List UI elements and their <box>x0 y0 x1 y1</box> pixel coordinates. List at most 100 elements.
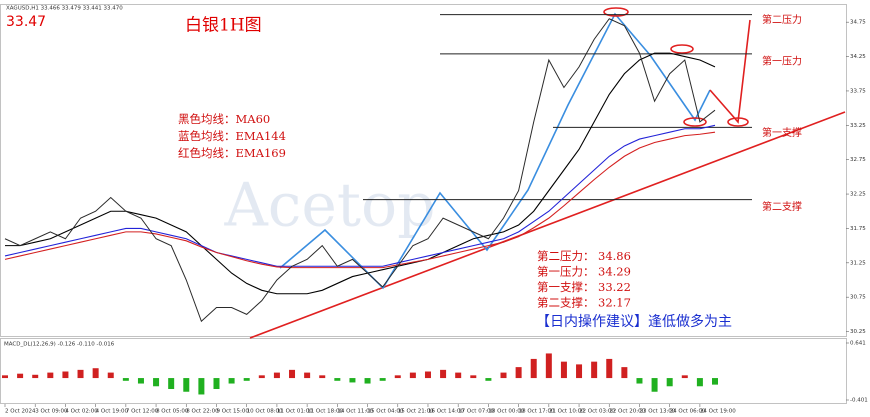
x-tick-label: 10 Oct 08:00 <box>247 409 283 415</box>
level-name: 第一支撑： <box>537 280 595 294</box>
macd-bar <box>228 378 235 384</box>
macd-bar <box>107 372 114 379</box>
macd-bar <box>591 361 598 379</box>
macd-bar <box>560 361 567 379</box>
chart-title: 白银1H图 <box>185 16 262 36</box>
y-tick-label: 31.25 <box>850 260 866 266</box>
x-tick-label: 11 Oct 01:00 <box>277 409 313 415</box>
macd-bar <box>545 353 552 379</box>
macd-bar <box>666 378 673 387</box>
level-name: 第二压力： <box>537 249 595 263</box>
wave-arrows <box>279 12 711 290</box>
macd-bar <box>394 375 401 379</box>
macd-bar <box>576 364 583 379</box>
price-label: 33.47 <box>6 14 46 30</box>
macd-bar <box>349 378 356 383</box>
advice: 【日内操作建议】逢低做多为主 <box>536 313 732 330</box>
level-value: 34.29 <box>598 265 631 279</box>
legend-entry: 蓝色均线：EMA144 <box>178 129 286 143</box>
x-tick-label: 16 Oct 14:00 <box>428 409 464 415</box>
ma-line <box>5 52 716 295</box>
macd-tick-label: 0.641 <box>850 341 866 347</box>
main-frame <box>0 4 847 337</box>
x-tick-label: 21 Oct 10:00 <box>549 409 585 415</box>
macd-bar <box>168 378 175 390</box>
macd-bar <box>696 378 703 387</box>
y-tick-label: 32.75 <box>850 157 866 163</box>
macd-bar <box>485 378 492 381</box>
y-tick-label: 31.75 <box>850 226 866 232</box>
macd-bar <box>77 369 84 379</box>
x-tick-label: 24 Oct 06:00 <box>670 409 706 415</box>
x-tick-label: 22 Oct 20:00 <box>609 409 645 415</box>
macd-bar <box>712 378 718 385</box>
x-tick-label: 14 Oct 11:00 <box>337 409 373 415</box>
macd-bar <box>515 367 522 379</box>
macd-bar <box>379 378 386 381</box>
y-tick-label: 33.75 <box>850 88 866 94</box>
macd-bar <box>32 374 39 379</box>
macd-bar <box>62 371 69 379</box>
x-tick-label: 8 Oct 22:00 <box>186 409 219 415</box>
macd-bar <box>17 373 24 379</box>
macd-bar <box>243 378 250 381</box>
macd-bar <box>47 372 54 379</box>
level-tag: 第二支撑 <box>762 200 802 213</box>
circle <box>727 117 749 127</box>
x-tick-label: 24 Oct 19:00 <box>700 409 736 415</box>
circle <box>603 7 629 17</box>
macd-bar <box>424 371 431 379</box>
level-value: 32.17 <box>598 296 631 310</box>
x-tick-label: 11 Oct 18:00 <box>307 409 343 415</box>
macd-bar <box>606 358 613 379</box>
x-tick-label: 9 Oct 15:00 <box>216 409 249 415</box>
macd-bar <box>213 378 220 390</box>
macd-tick-label: -0.401 <box>850 398 868 404</box>
y-tick-label: 34.75 <box>850 20 866 26</box>
macd-bar <box>2 375 8 379</box>
macd-bar <box>621 367 628 379</box>
y-tick-label: 30.75 <box>850 295 866 301</box>
x-tick-label: 8 Oct 05:00 <box>156 409 189 415</box>
x-tick-label: 15 Oct 21:00 <box>398 409 434 415</box>
macd-bar <box>273 372 280 379</box>
macd-bar <box>92 368 99 379</box>
x-tick-label: 17 Oct 07:00 <box>458 409 494 415</box>
x-tick-label: 18 Oct 17:00 <box>519 409 555 415</box>
x-tick-label: 3 Oct 09:00 <box>35 409 68 415</box>
macd-bar <box>500 372 507 379</box>
x-tick-label: 2 Oct 2024 <box>5 409 36 415</box>
level-tag: 第一支撑 <box>762 126 802 139</box>
trend-line <box>249 111 846 339</box>
macd-frame <box>0 338 847 404</box>
macd-bar <box>530 358 537 379</box>
macd-bar <box>183 378 190 392</box>
macd-bar <box>198 378 205 395</box>
x-tick-label: 4 Oct 02:00 <box>65 409 98 415</box>
macd-bar <box>319 375 326 379</box>
macd-bar <box>364 378 371 384</box>
macd-bar <box>258 375 265 379</box>
x-tick-label: 15 Oct 04:00 <box>368 409 404 415</box>
macd-bar <box>409 372 416 379</box>
macd-bar <box>122 378 129 381</box>
y-tick-label: 33.25 <box>850 123 866 129</box>
x-tick-label: 7 Oct 12:00 <box>126 409 159 415</box>
x-tick-label: 23 Oct 13:00 <box>639 409 675 415</box>
macd-bar <box>455 372 462 379</box>
macd-bar <box>153 378 160 387</box>
macd-bar <box>304 372 311 379</box>
level-value: 33.22 <box>598 280 631 294</box>
level-tag: 第一压力 <box>762 54 802 67</box>
watermark: Acetop <box>223 171 435 241</box>
ma-line <box>4 131 716 269</box>
macd-bar <box>651 378 658 392</box>
level-tag: 第二压力 <box>762 13 802 26</box>
level-value: 34.86 <box>598 249 631 263</box>
legend-entry: 黑色均线：MA60 <box>178 112 270 126</box>
macd-bar <box>470 375 477 379</box>
macd-bar <box>289 369 296 379</box>
macd-label: MACD_DL(12,26,9) -0.126 -0.110 -0.016 <box>4 342 115 348</box>
